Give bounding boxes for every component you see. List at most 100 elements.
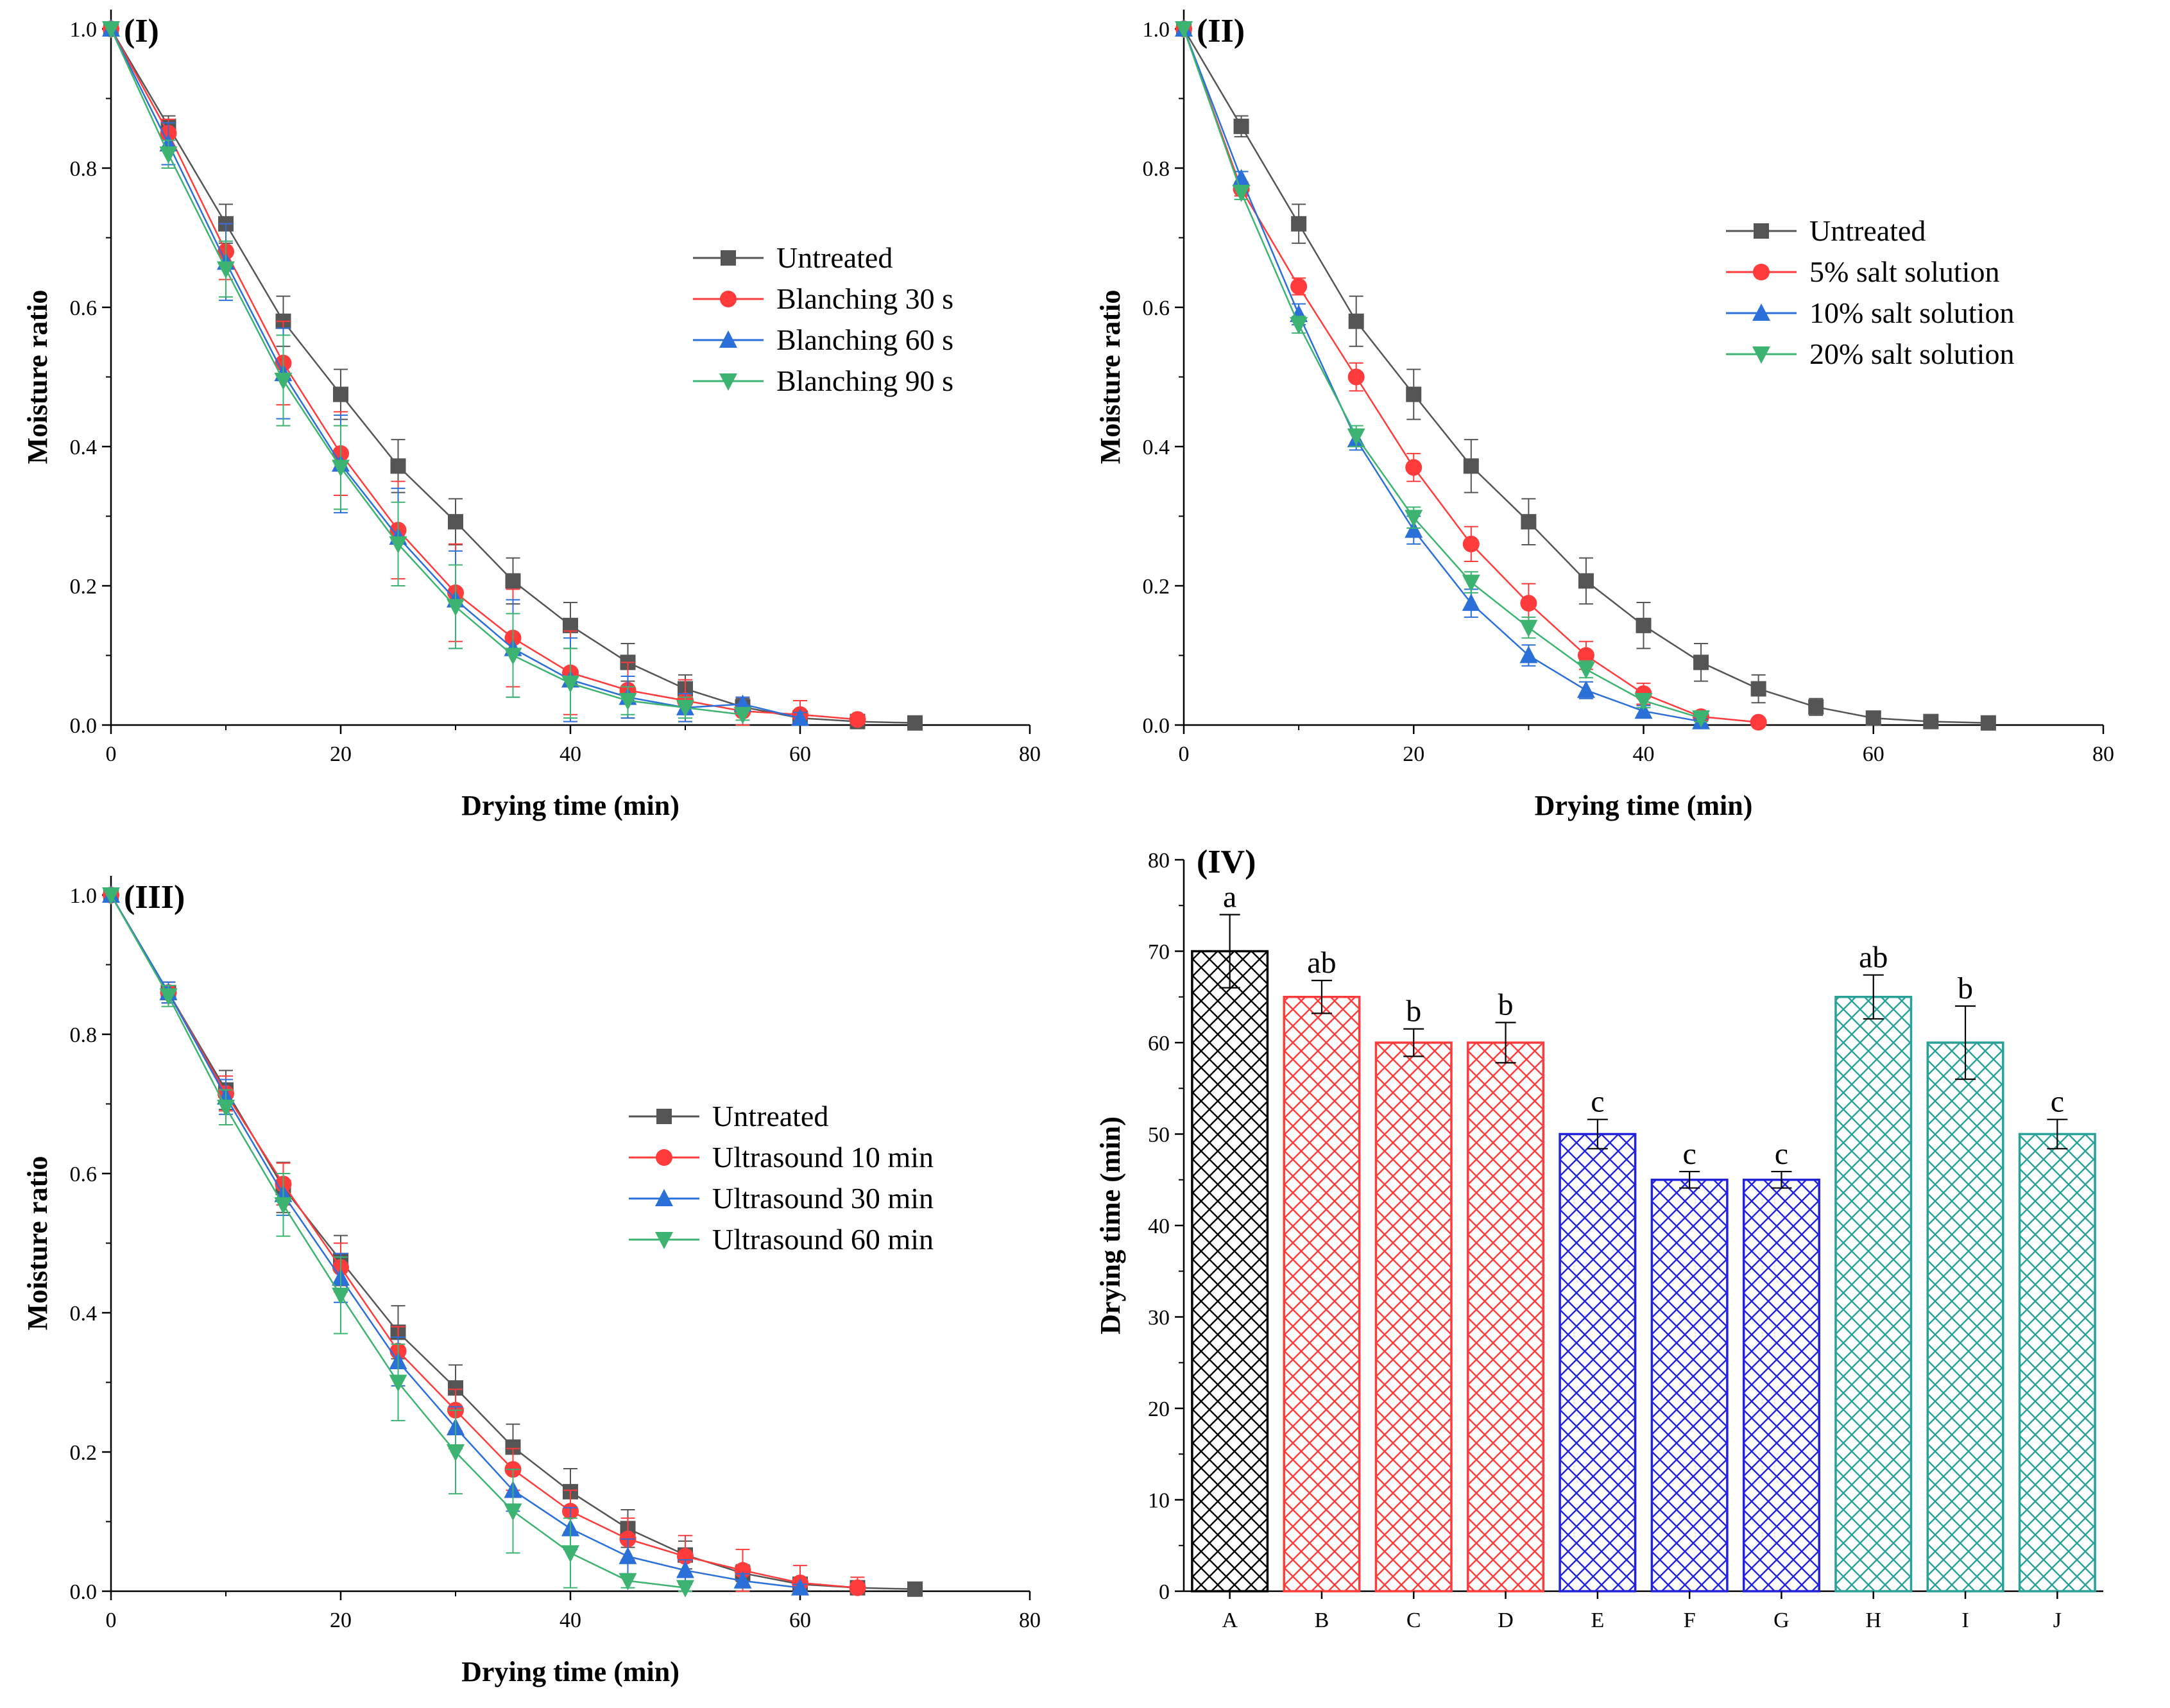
x-tick-label: 80 <box>2092 742 2114 766</box>
bar <box>1742 1179 1820 1593</box>
data-point <box>1634 693 1653 711</box>
x-tick-label: 60 <box>1863 742 1884 766</box>
legend-marker <box>656 1109 672 1124</box>
panel-I: (I) Moisture ratio 0.0 0.2 0.4 0.6 0.8 1.0 0 20 40… <box>22 10 1041 821</box>
data-point <box>1175 21 1193 38</box>
data-point <box>159 146 178 164</box>
data-point <box>733 706 752 724</box>
data-point <box>1750 713 1767 731</box>
y-tick-label: 80 <box>1148 849 1170 873</box>
legend-marker <box>720 291 737 307</box>
significance-letter: ab <box>1307 946 1336 980</box>
data-point <box>102 21 120 38</box>
series-blanching-90-s <box>102 21 752 724</box>
y-axis-title: Moisture ratio <box>22 290 53 465</box>
data-point <box>1233 118 1249 134</box>
significance-letter: b <box>1958 971 1973 1005</box>
bar-A: aA <box>1191 880 1269 1632</box>
data-point <box>1405 459 1422 476</box>
legend-label: Ultrasound 30 min <box>712 1182 934 1215</box>
legend-marker <box>1752 303 1770 321</box>
y-tick-label: 0.8 <box>70 157 98 181</box>
y-axis-title: Moisture ratio <box>1095 290 1126 465</box>
bar-G: cG <box>1742 1137 1820 1632</box>
data-point <box>447 1444 465 1462</box>
panel-IV: (IV)Drying time (min)01020304050607080aA… <box>1095 844 2103 1632</box>
legend-label: Blanching 60 s <box>776 323 953 356</box>
y-tick-label: 0.0 <box>1143 714 1170 738</box>
bar-F: cF <box>1650 1137 1729 1632</box>
x-tick-label: 0 <box>106 742 117 766</box>
legend: Untreated Blanching 30 s Blanching 60 s Bla… <box>693 241 953 397</box>
legend-label: 20% salt solution <box>1809 337 2014 370</box>
y-tick-label: 0.0 <box>70 1580 98 1604</box>
data-point <box>274 1197 293 1215</box>
bar <box>1650 1179 1729 1593</box>
data-point <box>1462 574 1480 592</box>
y-tick-label: 40 <box>1148 1215 1170 1238</box>
data-point <box>1923 713 1939 730</box>
data-point <box>561 1545 579 1563</box>
y-tick-label: 20 <box>1148 1397 1170 1421</box>
data-point <box>159 988 178 1006</box>
panel-label: (III) <box>124 879 185 916</box>
y-tick-label: 60 <box>1148 1032 1170 1055</box>
data-point <box>619 1573 637 1591</box>
data-point <box>1462 535 1480 552</box>
y-tick-label: 0.0 <box>70 714 98 738</box>
series-line <box>110 894 686 1589</box>
x-tick-label: D <box>1498 1609 1514 1632</box>
legend-label: Untreated <box>712 1100 828 1132</box>
x-tick-label: A <box>1222 1609 1238 1632</box>
legend-label: Blanching 30 s <box>776 282 953 315</box>
series-line <box>1183 28 1759 723</box>
legend-label: Blanching 90 s <box>776 364 953 397</box>
data-point <box>1347 428 1365 446</box>
x-tick-label: 80 <box>1019 1609 1041 1632</box>
series-line <box>110 28 858 721</box>
data-point <box>1808 699 1824 715</box>
y-axis-title: Drying time (min) <box>1095 1116 1126 1335</box>
x-axis-title: Drying time (min) <box>1535 790 1753 821</box>
panel-label: (II) <box>1197 13 1245 49</box>
data-point <box>561 675 579 693</box>
legend-marker <box>656 1149 672 1166</box>
legend-marker <box>655 1232 673 1249</box>
series-10-salt-solution <box>1175 19 1711 730</box>
x-tick-label: B <box>1315 1609 1329 1632</box>
panel-II: (II) Moisture ratio 0.0 0.2 0.4 0.6 0.8 1.0 0 20 4… <box>1095 10 2114 821</box>
legend: Untreated Ultrasound 10 min Ultrasound 30 … <box>629 1100 934 1256</box>
y-tick-label: 50 <box>1148 1123 1170 1147</box>
data-point <box>1406 386 1422 402</box>
data-point <box>1290 278 1308 295</box>
data-point <box>733 1571 752 1589</box>
legend-label: 5% salt solution <box>1809 255 1999 288</box>
bar-H: ab H <box>1834 941 1913 1632</box>
data-point <box>1348 313 1364 329</box>
data-point <box>1577 647 1594 664</box>
data-point <box>504 1503 522 1521</box>
legend-label: 10% salt solution <box>1809 296 2014 329</box>
y-tick-label: 1.0 <box>70 884 98 908</box>
data-point <box>849 711 866 728</box>
data-point <box>333 386 348 402</box>
y-tick-label: 0 <box>1159 1580 1170 1604</box>
x-tick-label: G <box>1773 1609 1790 1632</box>
y-tick-label: 0.4 <box>70 436 98 459</box>
data-point <box>677 1548 694 1565</box>
data-point <box>389 536 407 554</box>
x-tick-label: 0 <box>1179 742 1190 766</box>
legend-marker <box>719 373 737 391</box>
data-point <box>332 1287 350 1305</box>
data-point <box>1750 681 1766 697</box>
x-tick-label: 40 <box>560 1609 581 1632</box>
data-point <box>791 1578 809 1596</box>
significance-letter: b <box>1406 995 1421 1029</box>
y-tick-label: 0.8 <box>1143 157 1170 181</box>
series-ultrasound-60-min <box>102 887 694 1598</box>
x-tick-label: 0 <box>106 1609 117 1632</box>
data-point <box>1576 680 1595 698</box>
y-tick-label: 0.2 <box>70 1441 98 1465</box>
data-point <box>1519 645 1538 663</box>
